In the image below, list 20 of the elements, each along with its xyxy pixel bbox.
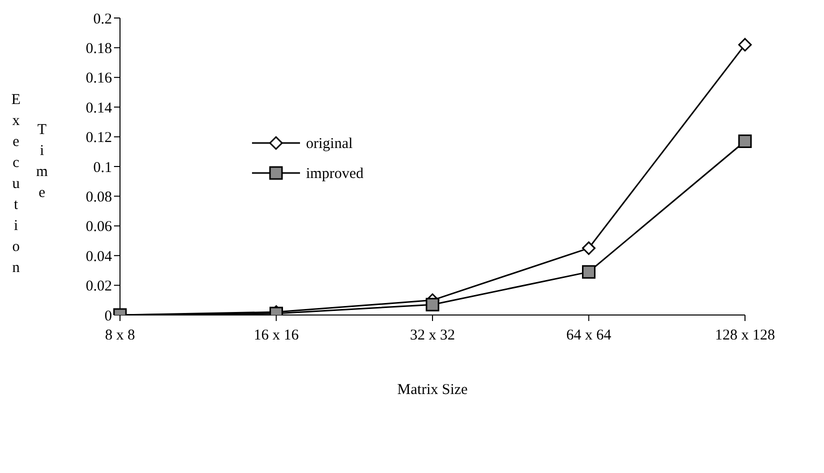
y-tick-label: 0.2 (93, 11, 112, 28)
y-tick-label: 0.08 (86, 190, 112, 206)
y-tick-label: 0.14 (86, 100, 112, 116)
y-axis-title: Execution Time (8, 92, 50, 281)
x-tick-label: 8 x 8 (105, 328, 135, 344)
y-tick-label: 0.16 (86, 70, 112, 87)
x-tick-label: 128 x 128 (715, 328, 775, 344)
legend-label: improved (306, 166, 364, 182)
x-axis-title: Matrix Size (397, 382, 468, 398)
y-tick-label: 0.04 (86, 248, 112, 265)
x-tick-label: 64 x 64 (566, 328, 612, 344)
x-tick-label: 32 x 32 (410, 328, 455, 344)
y-tick-label: 0 (104, 308, 112, 324)
y-tick-label: 0.12 (86, 130, 112, 146)
y-tick-label: 0.02 (86, 278, 112, 295)
x-tick-label: 16 x 16 (254, 328, 300, 344)
y-tick-label: 0.06 (86, 219, 112, 236)
y-tick-label: 0.18 (86, 41, 112, 58)
y-tick-label: 0.1 (93, 160, 112, 176)
legend-label: original (306, 136, 353, 152)
